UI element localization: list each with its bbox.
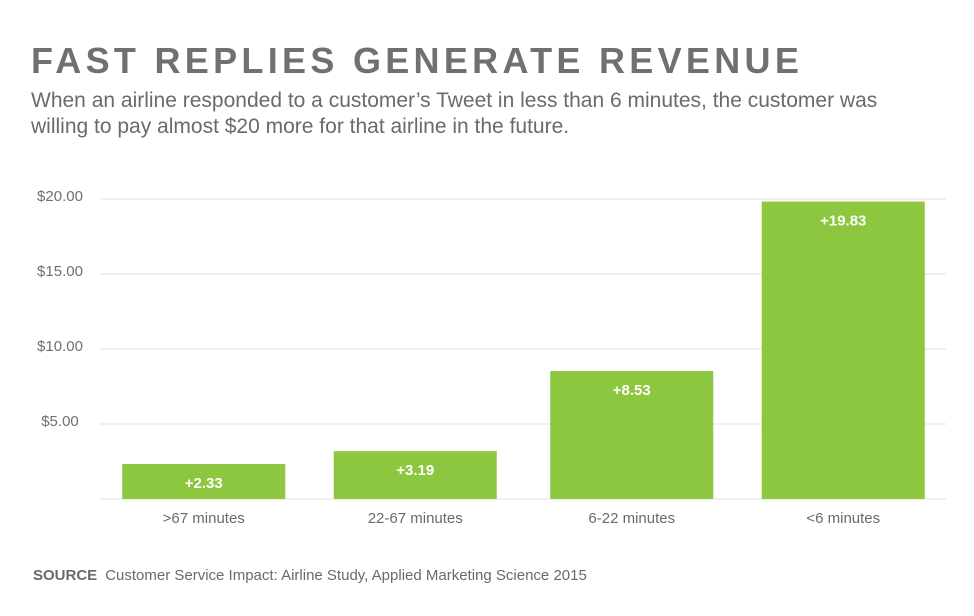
x-tick-label: 22-67 minutes	[368, 510, 463, 527]
y-tick-label: $10.00	[37, 338, 83, 355]
bar	[333, 451, 497, 499]
x-tick-label: <6 minutes	[806, 510, 880, 527]
source-note: SOURCE Customer Service Impact: Airline S…	[33, 567, 587, 584]
y-tick-label: $15.00	[37, 263, 83, 280]
source-label: SOURCE	[33, 567, 98, 584]
chart-subtitle: When an airline responded to a customer’…	[31, 89, 878, 138]
data-label: +2.33	[185, 475, 223, 492]
source-text: Customer Service Impact: Airline Study, …	[105, 567, 587, 584]
data-label: +19.83	[820, 213, 866, 230]
x-tick-label: 6-22 minutes	[588, 510, 675, 527]
data-label: +3.19	[396, 462, 434, 479]
bar	[761, 201, 925, 500]
bar	[122, 464, 286, 499]
y-tick-label: $5.00	[41, 413, 79, 430]
chart-title: FAST REPLIES GENERATE REVENUE	[31, 40, 804, 81]
x-tick-label: >67 minutes	[163, 510, 245, 527]
data-label: +8.53	[613, 382, 651, 399]
bar	[550, 371, 714, 499]
y-tick-label: $20.00	[37, 188, 83, 205]
